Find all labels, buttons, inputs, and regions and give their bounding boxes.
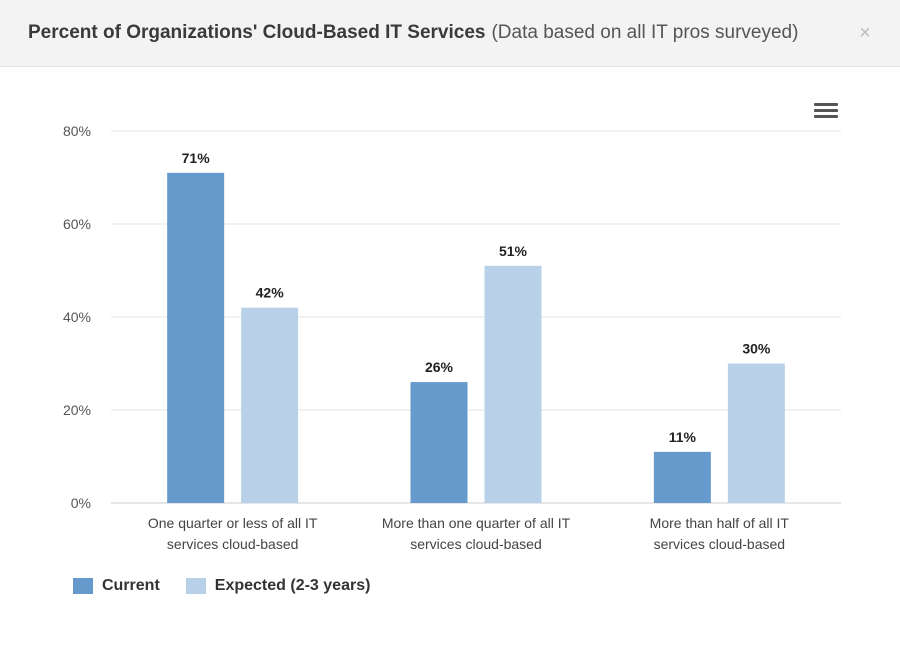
close-icon[interactable]: × (859, 22, 871, 44)
y-tick-label: 40% (63, 309, 91, 325)
data-label: 26% (425, 359, 454, 375)
bar-expected (241, 307, 299, 503)
bar-expected (484, 265, 542, 503)
x-category-label: More than half of all IT (650, 515, 790, 531)
data-label: 71% (182, 150, 211, 166)
data-label: 51% (499, 243, 528, 259)
x-category-label: More than one quarter of all IT (382, 515, 571, 531)
data-label: 11% (669, 429, 697, 445)
legend-swatch-current (73, 578, 93, 594)
bar-current (653, 451, 711, 503)
modal-header: Percent of Organizations' Cloud-Based IT… (0, 0, 900, 67)
x-category-label: services cloud-based (654, 536, 786, 552)
x-category-label: One quarter or less of all IT (148, 515, 318, 531)
y-tick-label: 0% (71, 495, 91, 511)
bar-current (167, 172, 225, 503)
y-tick-label: 20% (63, 402, 91, 418)
y-tick-label: 80% (63, 123, 91, 139)
data-label: 30% (742, 341, 771, 357)
modal-title: Percent of Organizations' Cloud-Based IT… (28, 22, 854, 44)
data-label: 42% (256, 285, 285, 301)
bar-current (410, 382, 468, 503)
chart-title: Percent of Organizations' Cloud-Based IT… (28, 22, 486, 43)
legend-label-current: Current (102, 577, 160, 594)
menu-bar-line (814, 103, 838, 106)
menu-bar-line (814, 115, 838, 118)
legend-label-expected: Expected (2-3 years) (214, 577, 371, 594)
legend-item-current[interactable]: Current (73, 577, 160, 595)
chart-legend: Current Expected (2-3 years) (73, 577, 396, 595)
bar-expected (727, 363, 785, 503)
legend-swatch-expected (185, 578, 206, 594)
hamburger-menu-icon[interactable] (812, 100, 840, 124)
menu-bar-line (814, 109, 838, 112)
x-category-label: services cloud-based (167, 536, 299, 552)
chart-subtitle: (Data based on all IT pros surveyed) (491, 22, 799, 43)
y-tick-label: 60% (63, 216, 91, 232)
x-category-label: services cloud-based (410, 536, 542, 552)
legend-item-expected[interactable]: Expected (2-3 years) (185, 577, 371, 595)
